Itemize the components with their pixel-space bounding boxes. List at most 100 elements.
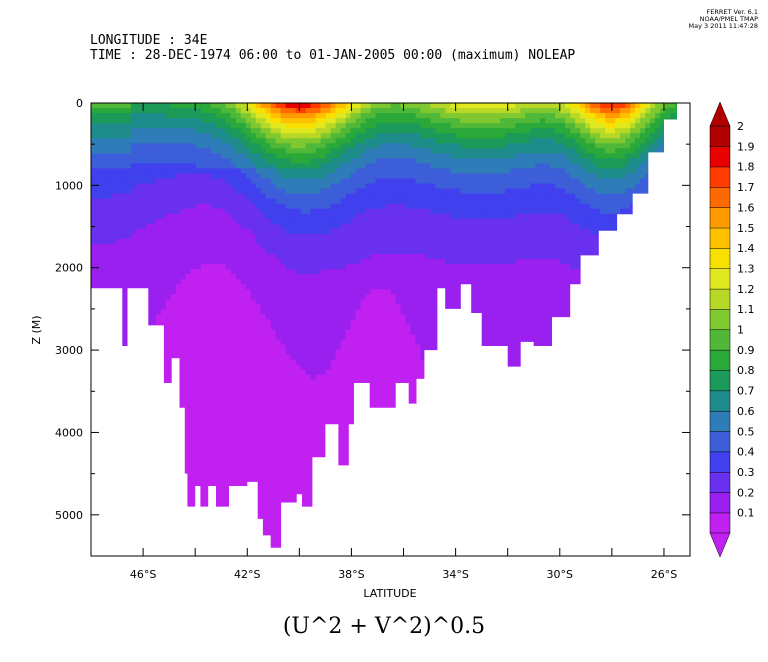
heatmap-cell [190, 364, 197, 371]
heatmap-cell [290, 213, 297, 220]
heatmap-cell [120, 208, 127, 215]
heatmap-cell [295, 324, 302, 331]
heatmap-cell [105, 223, 112, 230]
heatmap-cell [255, 349, 262, 356]
heatmap-cell [160, 218, 167, 225]
heatmap-cell [140, 248, 147, 255]
heatmap-cell [240, 259, 247, 265]
heatmap-cell [350, 243, 357, 250]
heatmap-cell [205, 299, 212, 305]
heatmap-cell [125, 238, 132, 245]
heatmap-cell [220, 173, 227, 180]
heatmap-cell [310, 133, 317, 139]
heatmap-cell [280, 435, 287, 441]
heatmap-cell [225, 309, 232, 315]
heatmap-cell [190, 238, 197, 245]
heatmap-cell [95, 208, 102, 215]
heatmap-cell [265, 304, 272, 310]
heatmap-cell [300, 299, 307, 305]
heatmap-cell [300, 213, 307, 220]
heatmap-cell [355, 339, 362, 346]
heatmap-cell [175, 138, 182, 144]
heatmap-cell [330, 243, 337, 250]
heatmap-cell [160, 158, 167, 164]
heatmap-cell [315, 440, 322, 446]
heatmap-cell [145, 228, 152, 235]
heatmap-cell [230, 128, 237, 134]
heatmap-cell [255, 118, 262, 124]
heatmap-cell [100, 269, 107, 275]
heatmap-cell [245, 178, 252, 185]
heatmap-cell [125, 233, 132, 240]
heatmap-cell [285, 233, 292, 240]
heatmap-cell [200, 153, 207, 159]
ferret-org: NOAA/PMEL TMAP [699, 15, 758, 23]
heatmap-cell [340, 108, 347, 114]
heatmap-cell [255, 113, 262, 119]
heatmap-cell [325, 188, 332, 195]
heatmap-cell [135, 143, 142, 149]
heatmap-cell [240, 369, 247, 376]
heatmap-cell [155, 233, 162, 240]
heatmap-cell [250, 133, 257, 139]
heatmap-cell [255, 183, 262, 190]
heatmap-cell [205, 389, 212, 396]
heatmap-cell [240, 294, 247, 300]
heatmap-cell [280, 213, 287, 220]
heatmap-cell [315, 193, 322, 200]
heatmap-cell [255, 425, 262, 431]
heatmap-cell [260, 445, 267, 451]
heatmap-cell [275, 284, 282, 290]
heatmap-cell [120, 314, 127, 321]
heatmap-cell [190, 465, 197, 472]
heatmap-cell [285, 379, 292, 386]
heatmap-cell [360, 118, 367, 124]
heatmap-cell [245, 289, 252, 295]
heatmap-cell [155, 148, 162, 154]
heatmap-cell [345, 324, 352, 331]
heatmap-cell [120, 163, 127, 170]
heatmap-cell [340, 269, 347, 275]
heatmap-cell [330, 203, 337, 210]
heatmap-cell [140, 259, 147, 265]
heatmap-cell [325, 319, 332, 326]
heatmap-cell [365, 133, 372, 139]
heatmap-cell [95, 228, 102, 235]
heatmap-cell [175, 344, 182, 351]
heatmap-cell [360, 168, 367, 175]
heatmap-cell [95, 153, 102, 159]
heatmap-cell [175, 188, 182, 195]
heatmap-cell [290, 128, 297, 134]
heatmap-cell [210, 108, 217, 114]
heatmap-cell [185, 410, 192, 416]
heatmap-cell [140, 178, 147, 185]
heatmap-cell [190, 415, 197, 421]
heatmap-cell [265, 329, 272, 336]
heatmap-cell [265, 369, 272, 376]
heatmap-cell [310, 319, 317, 326]
heatmap-cell [260, 143, 267, 149]
heatmap-cell [275, 334, 282, 341]
heatmap-cell [325, 218, 332, 225]
heatmap-cell [195, 354, 202, 361]
heatmap-cell [210, 118, 217, 124]
heatmap-cell [160, 284, 167, 290]
heatmap-cell [315, 430, 322, 436]
heatmap-cell [135, 158, 142, 164]
heatmap-cell [300, 168, 307, 175]
heatmap-cell [255, 435, 262, 441]
heatmap-cell [190, 103, 197, 109]
heatmap-cell [245, 188, 252, 195]
heatmap-cell [230, 243, 237, 250]
heatmap-cell [115, 113, 122, 119]
heatmap-cell [240, 304, 247, 310]
heatmap-cell [320, 349, 327, 356]
heatmap-cell [290, 158, 297, 164]
heatmap-cell [120, 128, 127, 134]
heatmap-cell [325, 394, 332, 401]
heatmap-cell [250, 374, 257, 381]
heatmap-cell [265, 284, 272, 290]
heatmap-cell [335, 178, 342, 185]
heatmap-cell [255, 440, 262, 446]
heatmap-cell [145, 158, 152, 164]
